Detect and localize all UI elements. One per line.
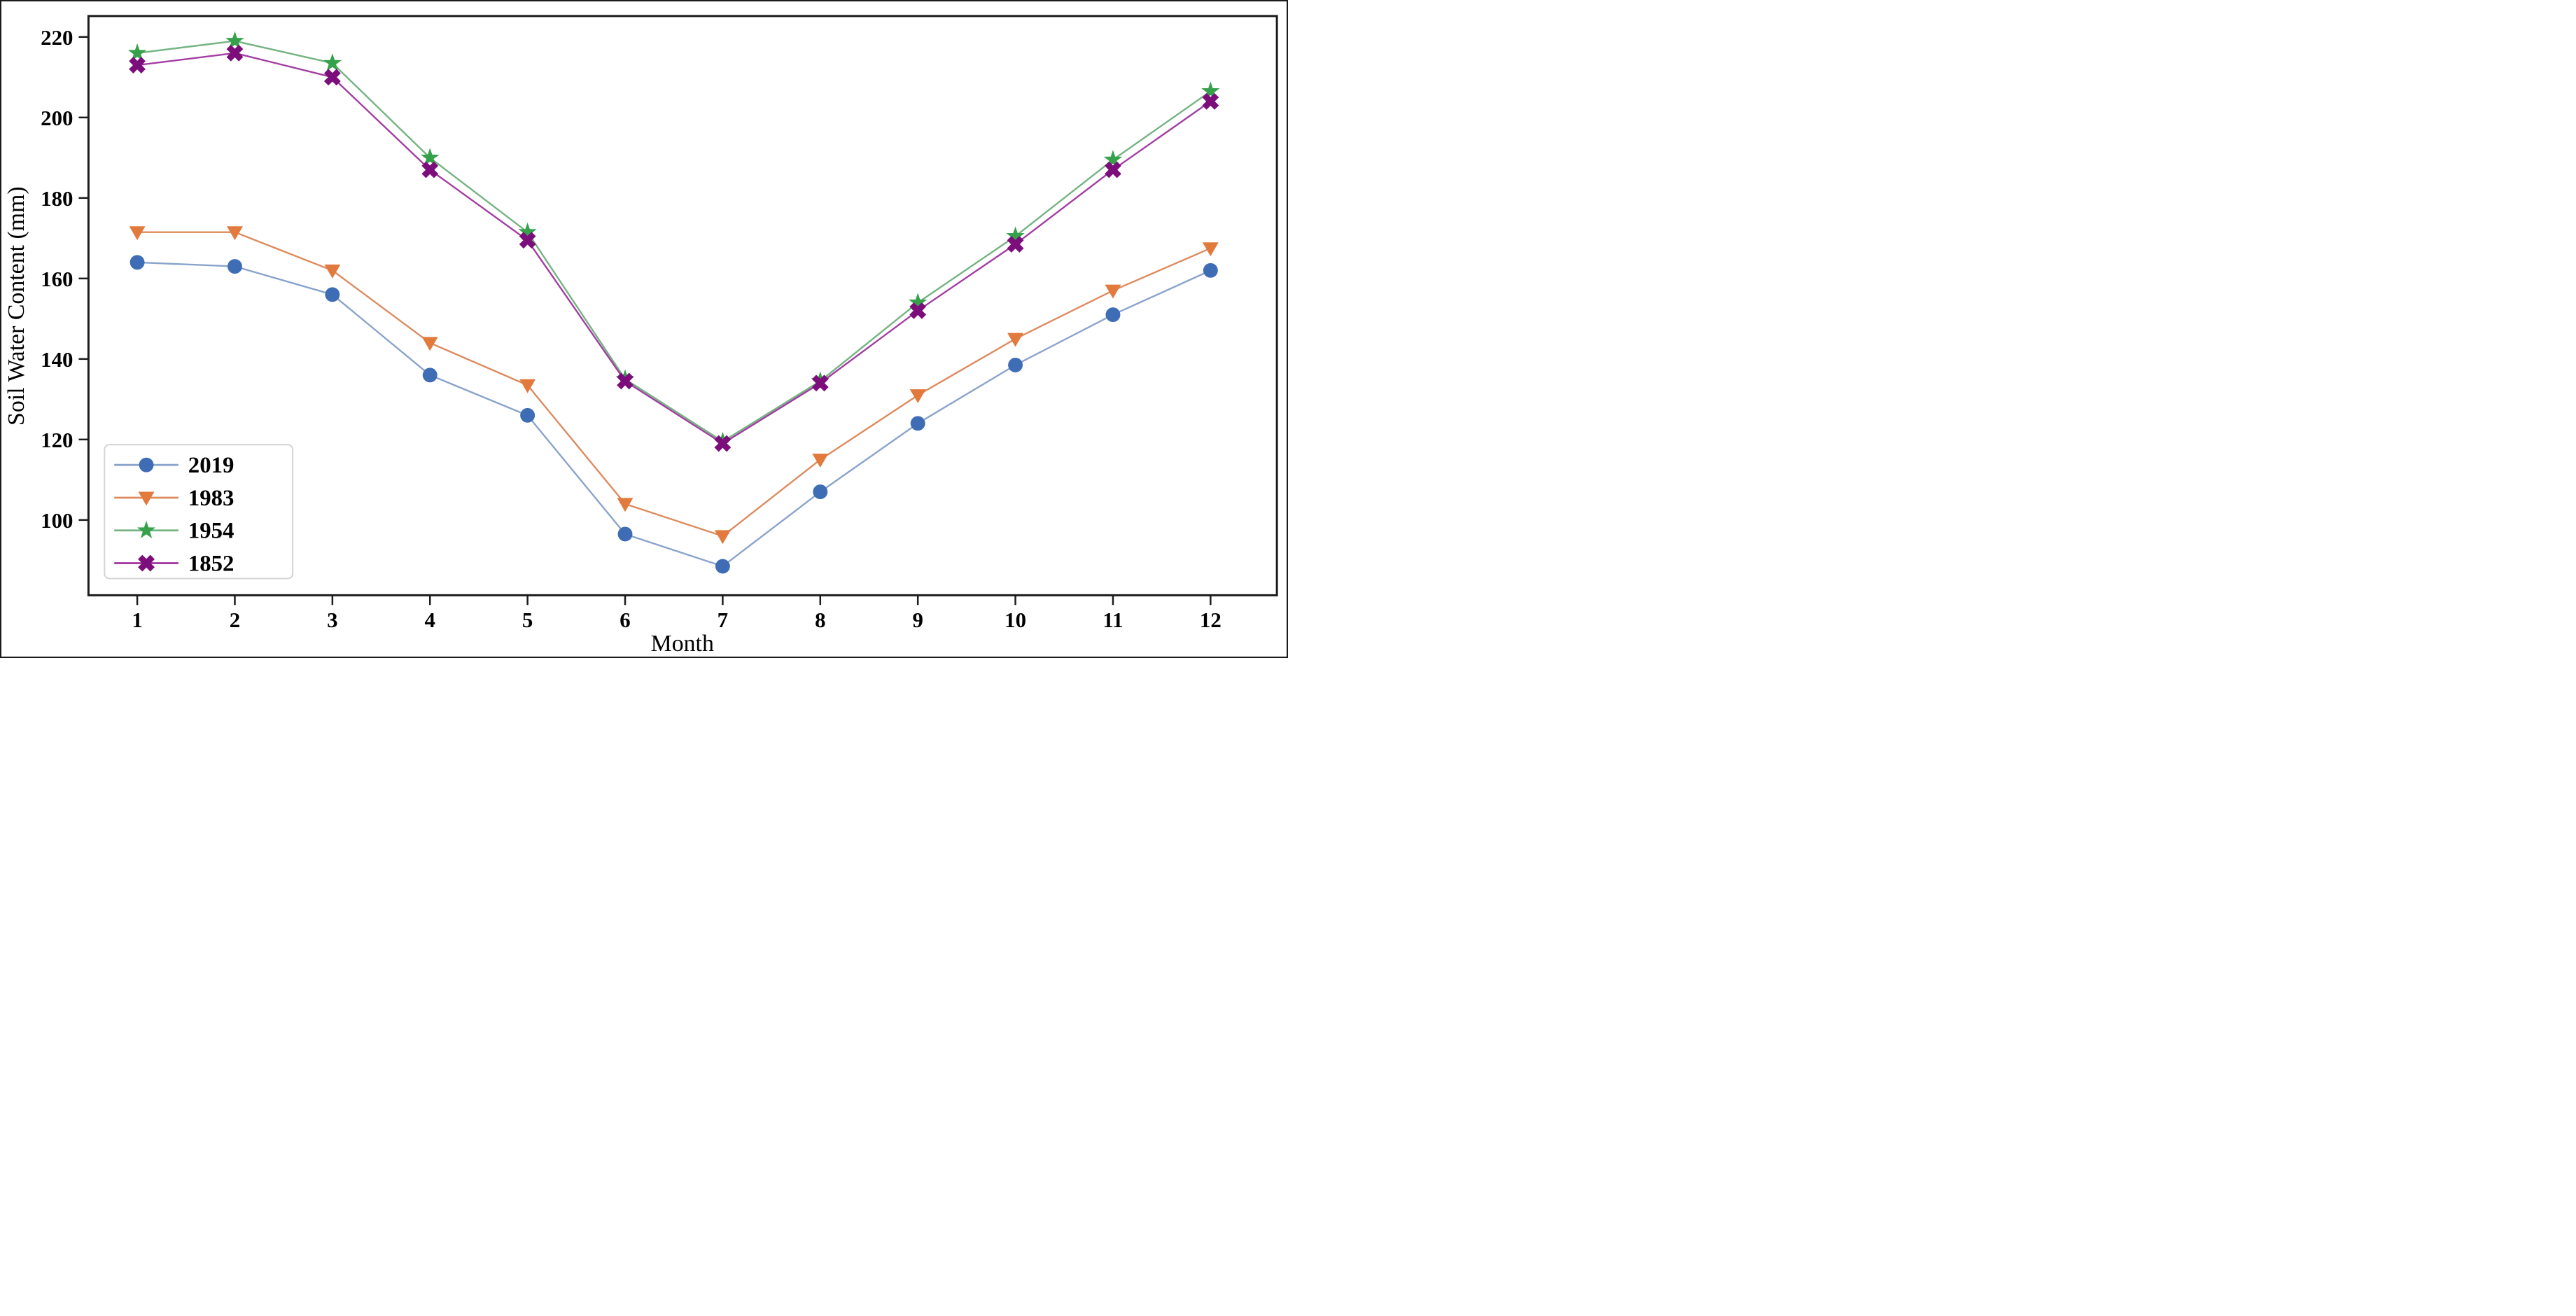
- y-tick-label: 100: [41, 509, 73, 533]
- marker-1983-m8: [812, 454, 829, 468]
- marker-2019-m3: [325, 287, 340, 302]
- legend-label-2019: 2019: [188, 453, 234, 478]
- marker-1852-m12: [1202, 92, 1219, 110]
- marker-1983-m3: [324, 264, 341, 279]
- marker-2019-m6: [617, 526, 633, 542]
- marker-2019-m5: [520, 407, 536, 423]
- marker-2019-m11: [1105, 307, 1121, 323]
- marker-2019-m1: [130, 255, 145, 270]
- marker-2019-m7: [715, 559, 730, 574]
- marker-1954-m4: [420, 148, 440, 166]
- series-line-1852: [136, 52, 1212, 444]
- marker-1852-m9: [909, 302, 927, 319]
- marker-1852-m3: [323, 69, 341, 86]
- y-tick-label: 180: [41, 187, 73, 211]
- marker-1852-m11: [1105, 161, 1121, 178]
- marker-1983-m5: [519, 379, 536, 393]
- x-tick-label: 5: [522, 608, 533, 632]
- marker-1852-m6: [617, 372, 634, 390]
- marker-1983-m7: [714, 530, 731, 545]
- y-tick-label: 120: [41, 428, 73, 452]
- marker-1954-m11: [1103, 150, 1123, 168]
- marker-1954-m1: [127, 43, 147, 62]
- marker-1852-m2: [226, 44, 244, 62]
- series-line-2019: [136, 261, 1212, 568]
- y-tick-label: 140: [41, 348, 73, 372]
- marker-1954-m5: [518, 222, 537, 240]
- marker-1954-m3: [323, 53, 342, 71]
- x-tick-label: 7: [718, 608, 728, 632]
- marker-1954-m12: [1201, 81, 1220, 99]
- legend-box: [104, 444, 294, 580]
- x-tick-label: 9: [912, 608, 923, 632]
- marker-1983-m10: [1007, 332, 1023, 347]
- x-tick-label: 10: [1004, 608, 1026, 632]
- legend-marker-1852: [138, 554, 155, 572]
- legend-label-1852: 1852: [188, 552, 234, 577]
- y-axis-title: Soil Water Content (mm): [4, 186, 29, 426]
- y-tick-label: 200: [41, 106, 73, 130]
- legend-marker-1983: [138, 491, 155, 506]
- x-tick-label: 1: [132, 608, 142, 632]
- x-tick-label: 4: [425, 608, 435, 632]
- marker-1852-m10: [1007, 236, 1024, 253]
- marker-1852-m5: [519, 232, 536, 249]
- marker-2019-m4: [422, 368, 438, 383]
- series-line-1983: [136, 231, 1212, 538]
- marker-2019-m10: [1008, 358, 1023, 372]
- marker-1954-m9: [908, 293, 927, 311]
- marker-1983-m11: [1105, 284, 1121, 299]
- marker-1983-m9: [909, 389, 926, 404]
- y-tick-label: 160: [41, 267, 73, 291]
- x-axis-title: Month: [651, 631, 714, 657]
- y-tick-label: 220: [41, 26, 73, 50]
- marker-2019-m12: [1203, 262, 1218, 278]
- marker-1852-m1: [129, 57, 146, 74]
- legend-marker-1954: [136, 520, 156, 539]
- x-tick-label: 8: [815, 608, 825, 632]
- x-tick-label: 12: [1200, 608, 1222, 632]
- marker-2019-m2: [227, 259, 242, 274]
- x-tick-label: 6: [620, 608, 630, 632]
- x-tick-label: 11: [1102, 608, 1123, 632]
- marker-2019-m8: [813, 484, 828, 500]
- marker-1983-m2: [227, 226, 243, 241]
- figure-frame: 100 120 140 160 180 200 220 1 2 3 4 5 6 7 8 9 10 11 12 2019…: [0, 0, 1288, 658]
- legend-label-1983: 1983: [188, 486, 234, 511]
- marker-1954-m2: [225, 31, 244, 49]
- plot-area: [87, 15, 1278, 596]
- legend-marker-2019: [139, 457, 154, 472]
- x-tick-label: 2: [230, 608, 240, 632]
- marker-1983-m12: [1202, 242, 1219, 257]
- marker-1852-m8: [811, 374, 829, 392]
- marker-1954-m10: [1006, 226, 1025, 244]
- x-tick-label: 3: [327, 608, 337, 632]
- legend-label-1954: 1954: [188, 519, 234, 544]
- marker-1983-m1: [129, 226, 146, 241]
- marker-2019-m9: [910, 416, 925, 431]
- marker-1983-m4: [421, 337, 438, 351]
- marker-1852-m7: [714, 435, 732, 452]
- series-line-1954: [136, 40, 1212, 442]
- marker-1983-m6: [617, 498, 634, 512]
- marker-1852-m4: [421, 161, 439, 178]
